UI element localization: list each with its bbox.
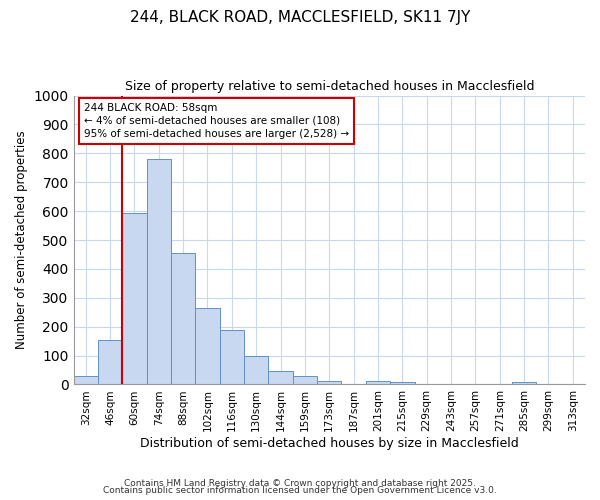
Y-axis label: Number of semi-detached properties: Number of semi-detached properties xyxy=(15,130,28,350)
Text: 244, BLACK ROAD, MACCLESFIELD, SK11 7JY: 244, BLACK ROAD, MACCLESFIELD, SK11 7JY xyxy=(130,10,470,25)
Title: Size of property relative to semi-detached houses in Macclesfield: Size of property relative to semi-detach… xyxy=(125,80,534,93)
Bar xyxy=(293,376,317,384)
Bar xyxy=(220,330,244,384)
Bar xyxy=(390,382,415,384)
Bar xyxy=(196,308,220,384)
Bar xyxy=(366,381,390,384)
Text: Contains public sector information licensed under the Open Government Licence v3: Contains public sector information licen… xyxy=(103,486,497,495)
Bar xyxy=(122,212,146,384)
Text: 244 BLACK ROAD: 58sqm
← 4% of semi-detached houses are smaller (108)
95% of semi: 244 BLACK ROAD: 58sqm ← 4% of semi-detac… xyxy=(84,103,349,139)
Bar xyxy=(146,159,171,384)
Bar xyxy=(317,381,341,384)
X-axis label: Distribution of semi-detached houses by size in Macclesfield: Distribution of semi-detached houses by … xyxy=(140,437,518,450)
Bar xyxy=(512,382,536,384)
Bar xyxy=(171,253,196,384)
Bar xyxy=(268,370,293,384)
Bar xyxy=(98,340,122,384)
Bar xyxy=(244,356,268,384)
Bar xyxy=(74,376,98,384)
Text: Contains HM Land Registry data © Crown copyright and database right 2025.: Contains HM Land Registry data © Crown c… xyxy=(124,478,476,488)
